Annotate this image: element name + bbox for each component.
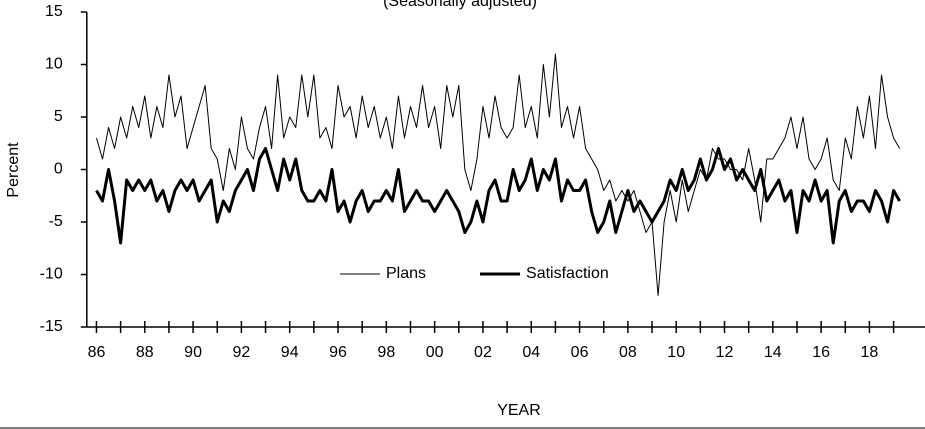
x-tick-label: 04 bbox=[522, 344, 540, 361]
x-tick-label: 90 bbox=[184, 344, 202, 361]
series-line bbox=[95, 53, 901, 296]
y-tick-label: 0 bbox=[54, 161, 63, 178]
y-tick-label: -15 bbox=[40, 318, 63, 335]
y-axis-label: Percent bbox=[5, 142, 22, 198]
y-tick-label: 15 bbox=[45, 3, 63, 20]
chart-subtitle: (Seasonally adjusted) bbox=[383, 0, 537, 10]
x-tick-label: 86 bbox=[88, 344, 106, 361]
series-line bbox=[95, 147, 901, 245]
y-tick-label: 10 bbox=[45, 56, 63, 73]
x-tick-label: 14 bbox=[764, 344, 782, 361]
x-tick-label: 94 bbox=[281, 344, 299, 361]
x-tick-label: 02 bbox=[474, 344, 492, 361]
x-tick-label: 88 bbox=[136, 344, 154, 361]
x-tick-label: 92 bbox=[232, 344, 250, 361]
x-tick-label: 98 bbox=[377, 344, 395, 361]
x-tick-label: 00 bbox=[426, 344, 444, 361]
legend-label: Satisfaction bbox=[526, 265, 609, 282]
x-axis-label: YEAR bbox=[497, 402, 541, 419]
x-tick-label: 10 bbox=[667, 344, 685, 361]
x-tick-label: 96 bbox=[329, 344, 347, 361]
x-tick-label: 12 bbox=[716, 344, 734, 361]
legend-label: Plans bbox=[386, 265, 426, 282]
y-tick-label: 5 bbox=[54, 108, 63, 125]
y-tick-label: -5 bbox=[49, 213, 63, 230]
x-tick-label: 16 bbox=[812, 344, 830, 361]
x-tick-label: 06 bbox=[571, 344, 589, 361]
x-tick-label: 18 bbox=[861, 344, 879, 361]
y-tick-label: -10 bbox=[40, 266, 63, 283]
x-tick-label: 08 bbox=[619, 344, 637, 361]
